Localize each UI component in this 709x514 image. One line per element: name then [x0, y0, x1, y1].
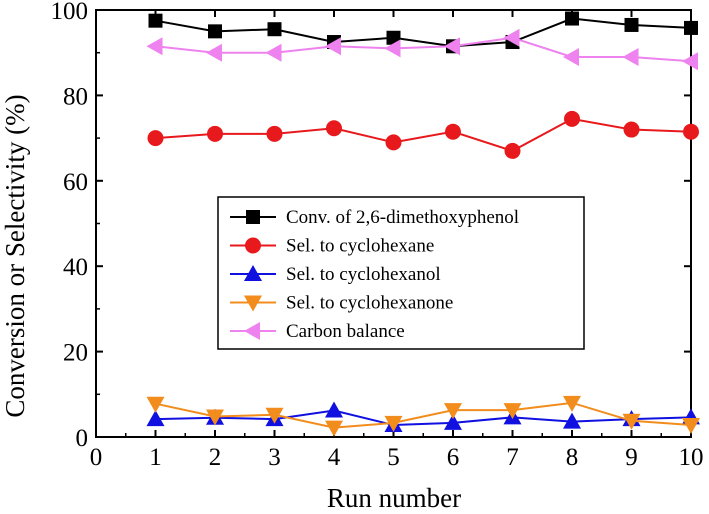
- data-point: [267, 22, 282, 37]
- series-line: [155, 36, 692, 63]
- data-point: [684, 20, 698, 35]
- data-point: [682, 52, 698, 71]
- y-axis-title: Conversion or Selectivity (%): [0, 94, 30, 417]
- legend-marker: [244, 265, 262, 281]
- data-point: [504, 142, 521, 159]
- data-point: [266, 125, 283, 142]
- data-point: [325, 420, 343, 437]
- x-tick-label: 2: [209, 444, 222, 471]
- data-point: [503, 28, 520, 47]
- data-point: [146, 396, 165, 413]
- series-line: [155, 117, 692, 152]
- series-2: [147, 110, 699, 159]
- series-4: [146, 395, 700, 437]
- data-point: [564, 110, 580, 127]
- x-tick-label: 6: [447, 444, 460, 471]
- series-line: [155, 401, 692, 429]
- legend-entry: Sel. to cyclohexane: [286, 236, 434, 257]
- data-point: [147, 130, 164, 147]
- x-tick-label: 9: [625, 444, 638, 471]
- x-tick-label: 0: [90, 444, 103, 471]
- data-point: [148, 13, 163, 28]
- x-tick-label: 5: [387, 444, 400, 471]
- legend-entry: Sel. to cyclohexanol: [286, 264, 441, 285]
- data-point: [325, 401, 343, 418]
- y-tick-label: 0: [76, 425, 89, 452]
- data-point: [444, 413, 462, 430]
- data-point: [385, 134, 402, 151]
- data-point: [146, 410, 165, 427]
- data-point: [565, 11, 579, 26]
- x-tick-label: 3: [268, 444, 281, 471]
- x-axis-title: Run number: [327, 483, 461, 513]
- data-point: [386, 30, 401, 45]
- y-tick-label: 80: [63, 83, 88, 110]
- data-point: [622, 413, 641, 430]
- data-point: [445, 123, 461, 140]
- data-point: [208, 24, 222, 39]
- data-point: [325, 37, 341, 56]
- data-point: [444, 37, 460, 56]
- x-tick-label: 8: [566, 444, 579, 471]
- data-point: [206, 409, 224, 426]
- x-tick-label: 7: [506, 444, 519, 471]
- data-point: [624, 17, 639, 32]
- data-point: [622, 47, 639, 66]
- series-layer: [146, 11, 700, 437]
- legend: Conv. of 2,6-dimethoxyphenol Sel. to cycl…: [217, 196, 585, 350]
- data-point: [384, 39, 401, 58]
- legend-entry: Carbon balance: [286, 321, 405, 342]
- x-tick-label: 1: [149, 444, 162, 471]
- y-tick-label: 40: [63, 254, 88, 281]
- data-point: [503, 403, 522, 420]
- series-5: [146, 28, 698, 71]
- data-point: [265, 407, 284, 424]
- legend-box: [217, 196, 585, 350]
- data-point: [326, 120, 342, 137]
- data-point: [265, 43, 282, 62]
- y-tick-label: 100: [51, 0, 89, 25]
- data-point: [384, 415, 403, 432]
- data-point: [563, 412, 581, 429]
- legend-marker: [244, 322, 260, 340]
- legend-entry: Sel. to cyclohexanone: [286, 293, 453, 314]
- x-tick-label: 4: [328, 444, 341, 471]
- legend-marker: [245, 237, 261, 254]
- legend-marker: [244, 295, 262, 312]
- data-point: [683, 123, 699, 140]
- legend-marker: [246, 210, 260, 224]
- series-line: [155, 17, 692, 48]
- data-point: [146, 37, 163, 56]
- data-point: [207, 125, 223, 142]
- data-point: [623, 121, 640, 138]
- data-point: [206, 43, 222, 62]
- data-point: [444, 403, 462, 420]
- x-tick-label: 10: [679, 444, 704, 471]
- y-tick-label: 60: [63, 169, 88, 196]
- y-tick-label: 20: [63, 340, 88, 367]
- series-line: [155, 409, 692, 427]
- data-point: [682, 418, 700, 435]
- legend-entry: Conv. of 2,6-dimethoxyphenol: [286, 207, 519, 228]
- data-point: [563, 47, 579, 66]
- data-point: [563, 395, 581, 412]
